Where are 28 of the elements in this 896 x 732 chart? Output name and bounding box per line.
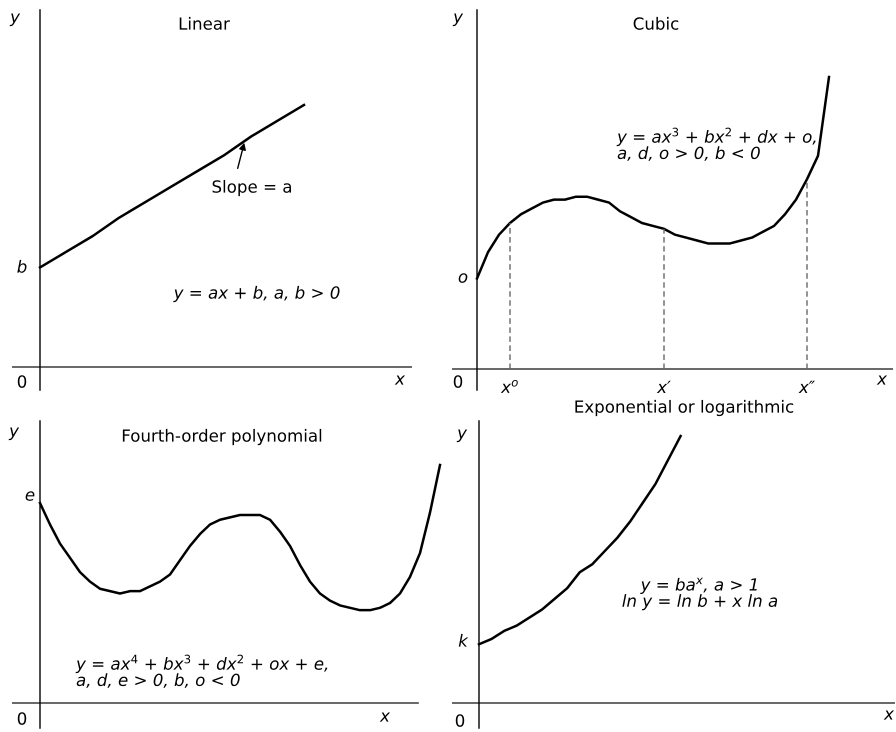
annotation: Slope = a xyxy=(212,180,291,196)
text: o xyxy=(458,273,468,283)
text: e xyxy=(26,491,34,501)
y-axis-title: y xyxy=(10,13,20,26)
x-axis-title: x xyxy=(876,375,888,385)
annotation: b xyxy=(17,260,26,273)
x-tick-label: x$^{o}$ xyxy=(500,380,518,393)
x-tick-label: x′ xyxy=(656,380,671,393)
annotation: y = ax$^{3}$ + bx$^{2}$ + dx + o, a, d, o > 0, b < 0 xyxy=(616,128,816,161)
text: 0 xyxy=(456,714,464,727)
text: 0 xyxy=(454,375,462,388)
y-axis-title: y xyxy=(456,429,468,442)
text: 0 xyxy=(18,375,26,388)
x-axis-title: x xyxy=(394,375,406,385)
annotation: y = ba$^{x}$, a > 1 ln y = ln b + x ln a xyxy=(622,578,778,610)
annotation: y = ax$^{4}$ + bx$^{3}$ + dx$^{2}$ + ox + e, a, d, e > 0, b, o < 0 xyxy=(76,654,328,688)
text: 0 xyxy=(18,712,26,725)
chart-title: Exponential or logarithmic xyxy=(575,400,794,416)
x-tick-label: x″ xyxy=(798,380,815,393)
text: k xyxy=(458,634,468,647)
annotation: y = ax + b, a, b > 0 xyxy=(173,286,340,302)
chart-title: Fourth-order polynomial xyxy=(122,428,322,446)
y-axis-title: y xyxy=(452,13,464,26)
chart-title: Linear xyxy=(180,16,230,30)
chart-title: Cubic xyxy=(634,16,678,30)
x-axis-title: x xyxy=(884,710,894,720)
y-axis-title: y xyxy=(8,427,20,440)
x-axis-title: x xyxy=(380,712,390,722)
